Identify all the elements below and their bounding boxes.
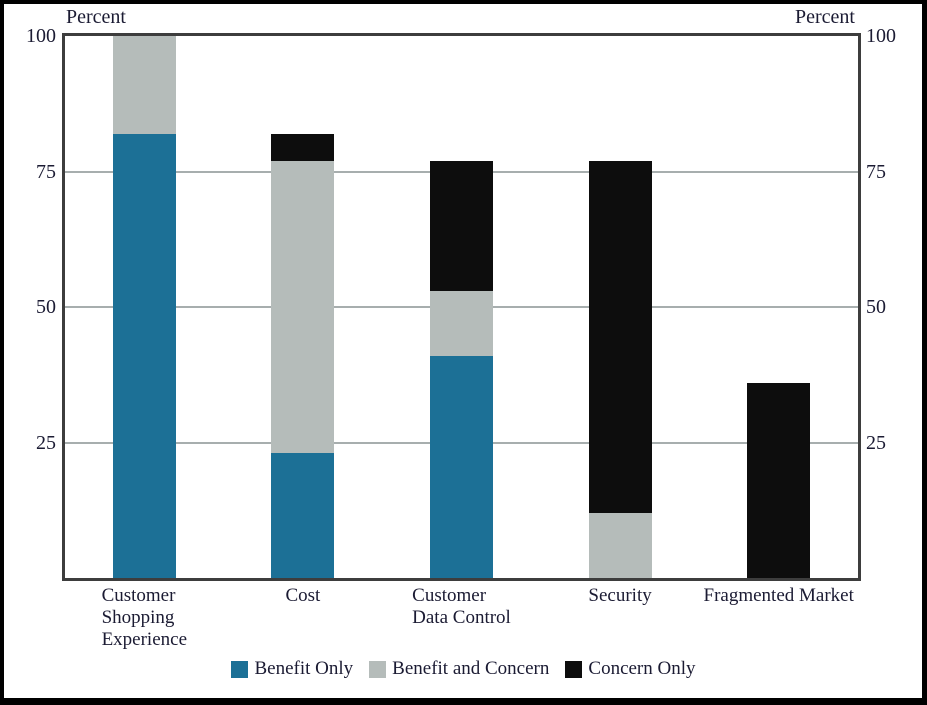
- bar-segment: [430, 160, 493, 291]
- benefit-only-swatch-icon: [231, 660, 249, 678]
- y-tick-label-right-100: 100: [866, 25, 896, 47]
- legend-label: Benefit Only: [254, 658, 354, 679]
- y-tick-label-left-25: 25: [36, 431, 56, 454]
- y-tick-label-right-50: 50: [866, 296, 886, 318]
- bar-segment: [430, 290, 493, 356]
- y-tick-label-left-75: 75: [36, 160, 56, 183]
- y-axis-title-left: Percent: [66, 6, 126, 28]
- bar-segment: [747, 382, 811, 578]
- x-axis-label: Customer Shopping Experience: [101, 585, 188, 650]
- legend-label: Benefit and Concern: [392, 658, 550, 679]
- legend-item-concern-only: Concern Only: [565, 658, 696, 680]
- legend-label: Concern Only: [588, 658, 696, 679]
- bar-segment: [112, 133, 176, 578]
- legend-item-benefit-and-concern: Benefit and Concern: [369, 658, 549, 680]
- y-tick-label-left-50: 50: [36, 296, 56, 318]
- y-axis-title-right: Percent: [795, 6, 855, 28]
- legend-item-benefit-only: Benefit Only: [231, 658, 353, 680]
- y-tick-label-right-25: 25: [866, 431, 886, 454]
- plot-area: [62, 33, 861, 581]
- concern-only-swatch-icon: [565, 660, 583, 678]
- bar-segment: [112, 36, 176, 134]
- bar-segment: [588, 160, 652, 513]
- x-axis-label: Customer Data Control: [412, 585, 511, 628]
- x-axis-label: Security: [588, 585, 652, 606]
- x-axis-label: Cost: [285, 585, 321, 606]
- bar-segment: [271, 160, 335, 454]
- legend: Benefit Only Benefit and Concern Concern…: [0, 658, 927, 680]
- benefit-and-concern-swatch-icon: [369, 660, 387, 678]
- y-tick-label-left-100: 100: [26, 25, 56, 47]
- y-tick-label-right-75: 75: [866, 160, 886, 183]
- bar-segment: [271, 453, 335, 578]
- bar-segment: [271, 133, 335, 161]
- bar-segment: [588, 512, 652, 578]
- x-axis-label: Fragmented Market: [703, 585, 854, 606]
- bar-segment: [430, 355, 493, 578]
